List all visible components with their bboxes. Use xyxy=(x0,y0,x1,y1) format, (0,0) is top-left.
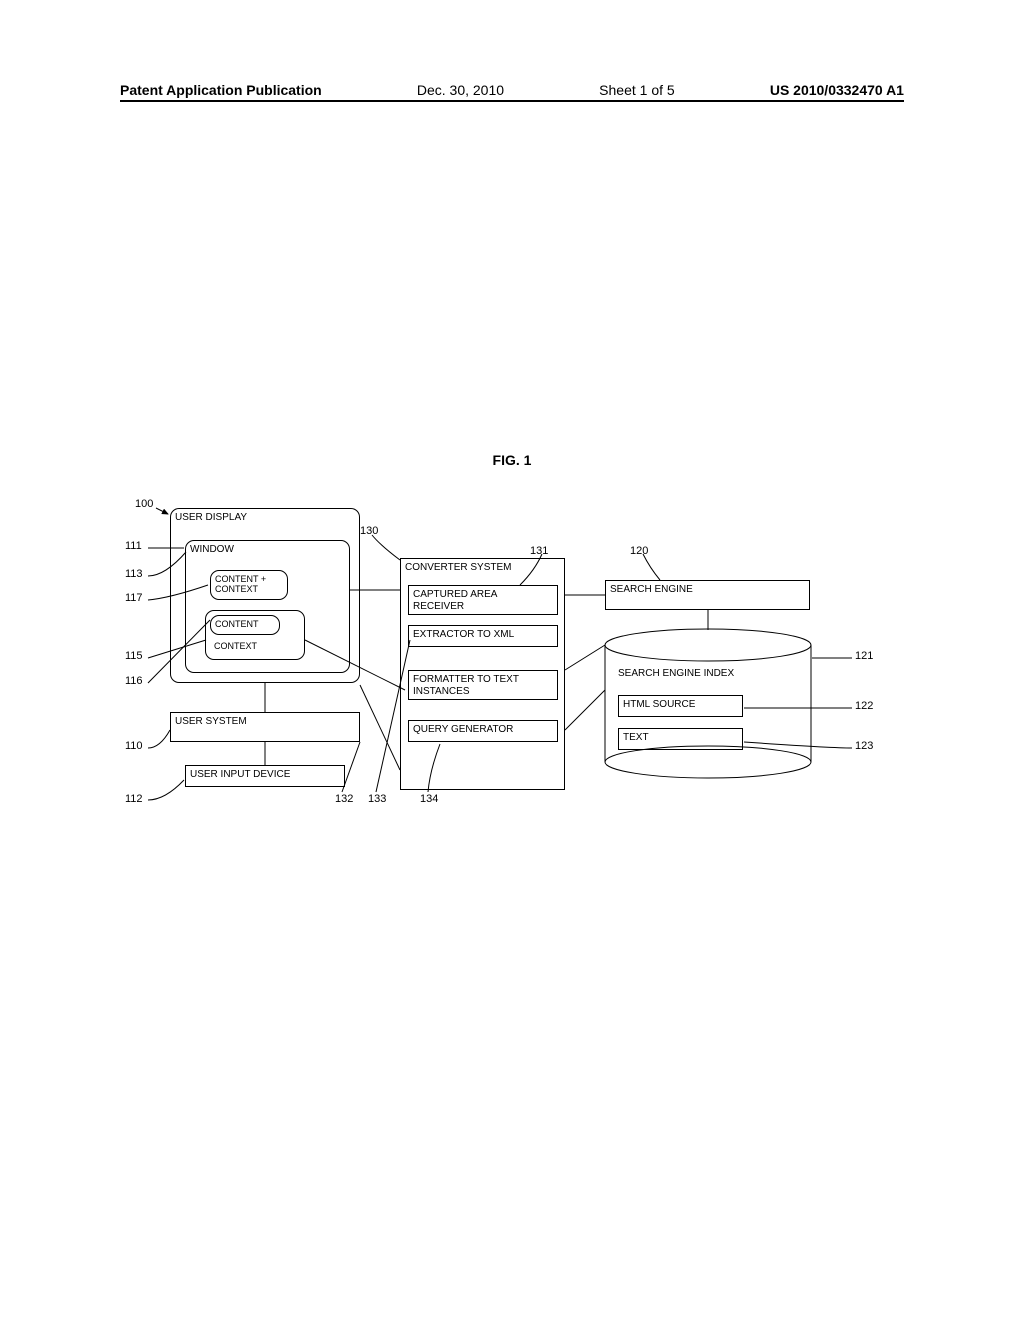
captured-area-line2: RECEIVER xyxy=(413,601,464,612)
html-source-label: HTML SOURCE xyxy=(623,699,695,710)
publication-date: Dec. 30, 2010 xyxy=(417,82,504,98)
extractor-box: EXTRACTOR TO XML xyxy=(408,625,558,647)
captured-area-receiver-box: CAPTURED AREA RECEIVER xyxy=(408,585,558,615)
ref-111: 111 xyxy=(125,540,142,552)
ref-110: 110 xyxy=(125,740,143,752)
user-input-device-box: USER INPUT DEVICE xyxy=(185,765,345,787)
figure-1-diagram: USER DISPLAY WINDOW CONTENT + CONTEXT CO… xyxy=(120,490,900,820)
formatter-box: FORMATTER TO TEXT INSTANCES xyxy=(408,670,558,700)
ref-117: 117 xyxy=(125,592,143,604)
ref-121: 121 xyxy=(855,650,873,662)
sheet-number: Sheet 1 of 5 xyxy=(599,82,675,98)
ref-132: 132 xyxy=(335,793,353,805)
query-generator-label: QUERY GENERATOR xyxy=(413,724,513,735)
ref-116: 116 xyxy=(125,675,143,687)
ref-134: 134 xyxy=(420,793,438,805)
ref-133: 133 xyxy=(368,793,386,805)
converter-system-label: CONVERTER SYSTEM xyxy=(405,562,512,573)
text-box: TEXT xyxy=(618,728,743,750)
content-context-box: CONTENT + CONTEXT xyxy=(210,570,288,600)
ref-122: 122 xyxy=(855,700,873,712)
search-engine-label: SEARCH ENGINE xyxy=(610,584,693,595)
content-label: CONTENT xyxy=(215,619,259,629)
page-header: Patent Application Publication Dec. 30, … xyxy=(120,82,904,102)
publication-title: Patent Application Publication xyxy=(120,82,322,98)
user-system-box: USER SYSTEM xyxy=(170,712,360,742)
ref-100: 100 xyxy=(135,498,153,510)
content-box: CONTENT xyxy=(210,615,280,635)
captured-area-line1: CAPTURED AREA xyxy=(413,589,497,600)
extractor-label: EXTRACTOR TO XML xyxy=(413,629,514,640)
content-context-line1: CONTENT + xyxy=(215,574,266,584)
context-label: CONTEXT xyxy=(214,641,257,651)
user-system-label: USER SYSTEM xyxy=(175,716,247,727)
window-label: WINDOW xyxy=(190,544,234,555)
search-engine-box: SEARCH ENGINE xyxy=(605,580,810,610)
ref-131: 131 xyxy=(530,545,548,557)
formatter-line1: FORMATTER TO TEXT xyxy=(413,674,519,685)
ref-130: 130 xyxy=(360,525,378,537)
ref-120: 120 xyxy=(630,545,648,557)
content-context-line2: CONTEXT xyxy=(215,584,258,594)
query-generator-box: QUERY GENERATOR xyxy=(408,720,558,742)
ref-112: 112 xyxy=(125,793,143,805)
text-label: TEXT xyxy=(623,732,649,743)
search-engine-index-label: SEARCH ENGINE INDEX xyxy=(618,668,734,679)
user-input-device-label: USER INPUT DEVICE xyxy=(190,769,290,780)
publication-number: US 2010/0332470 A1 xyxy=(770,82,904,98)
context-box: CONTENT CONTEXT xyxy=(205,610,305,660)
ref-123: 123 xyxy=(855,740,873,752)
ref-115: 115 xyxy=(125,650,143,662)
user-display-label: USER DISPLAY xyxy=(175,512,247,523)
formatter-line2: INSTANCES xyxy=(413,686,470,697)
html-source-box: HTML SOURCE xyxy=(618,695,743,717)
ref-113: 113 xyxy=(125,568,143,580)
figure-title: FIG. 1 xyxy=(0,452,1024,468)
